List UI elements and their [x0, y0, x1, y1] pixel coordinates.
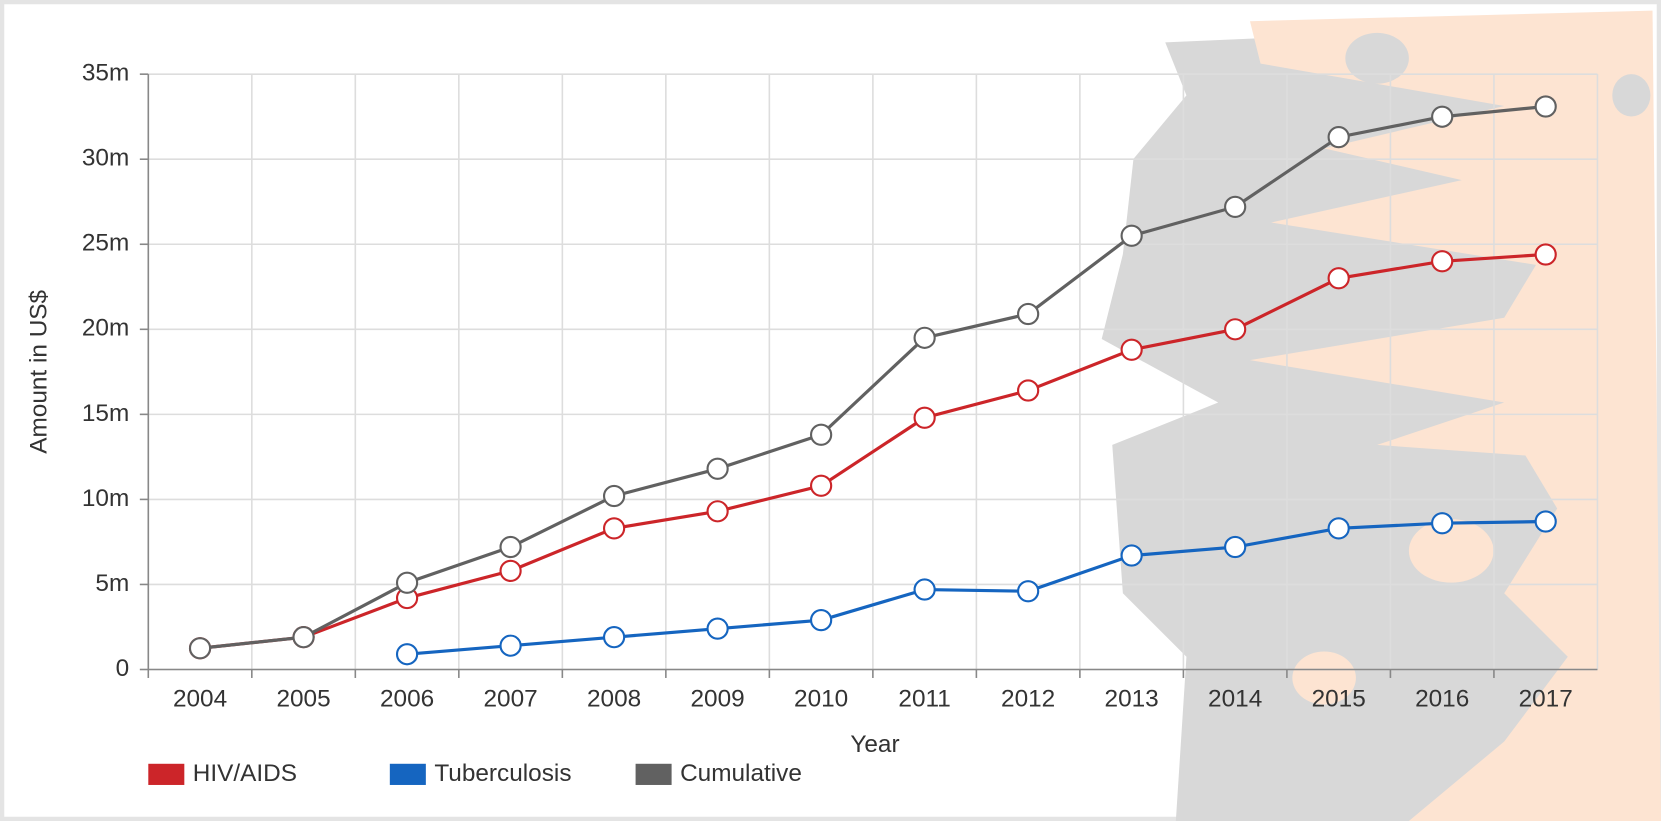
y-tick-label: 30m	[82, 145, 129, 172]
point	[1120, 544, 1143, 567]
point	[499, 535, 522, 559]
point	[1327, 517, 1350, 540]
point	[1327, 267, 1350, 290]
x-tick-label: 2017	[1519, 686, 1573, 713]
legend-label: Tuberculosis	[434, 760, 571, 787]
point	[809, 423, 833, 446]
y-tick-label: 35m	[82, 60, 129, 87]
point	[395, 643, 419, 666]
x-tick-label: 2015	[1312, 686, 1366, 713]
x-tick-label: 2009	[691, 686, 745, 713]
point	[499, 634, 522, 657]
legend-label: Cumulative	[680, 760, 802, 787]
y-tick-label: 5m	[95, 570, 129, 597]
point	[1534, 243, 1557, 266]
x-tick-label: 2005	[276, 686, 330, 713]
point	[1017, 379, 1040, 402]
point	[1534, 510, 1557, 533]
legend-swatch	[635, 763, 672, 785]
point	[1120, 224, 1143, 247]
x-tick-label: 2014	[1208, 686, 1262, 713]
point	[1327, 125, 1350, 149]
point	[1120, 338, 1143, 361]
point	[1224, 195, 1247, 218]
x-tick-label: 2016	[1415, 686, 1469, 713]
x-axis-label: Year	[850, 731, 899, 758]
x-tick-label: 2012	[1001, 686, 1055, 713]
x-tick-label: 2007	[483, 686, 537, 713]
point	[499, 559, 522, 582]
x-tick-label: 2011	[898, 686, 950, 713]
y-tick-label: 25m	[82, 230, 129, 257]
point	[809, 609, 833, 632]
y-tick-label: 20m	[82, 315, 129, 342]
point	[1534, 95, 1557, 118]
point	[913, 578, 936, 601]
series-line	[199, 252, 1546, 650]
legend-swatch	[148, 763, 185, 785]
point	[1224, 318, 1247, 341]
y-tick-label: 15m	[82, 400, 129, 427]
x-tick-label: 2006	[380, 686, 434, 713]
x-tick-label: 2013	[1105, 686, 1159, 713]
point	[602, 517, 626, 540]
series-line	[199, 104, 1546, 650]
point	[602, 484, 626, 508]
point	[1224, 535, 1247, 559]
legend-label: HIV/AIDS	[193, 760, 297, 787]
legend-swatch	[389, 763, 426, 785]
x-tick-label: 2010	[794, 686, 848, 713]
point	[706, 457, 729, 480]
point	[1017, 580, 1040, 603]
point	[913, 326, 936, 349]
point	[602, 626, 626, 649]
point	[706, 500, 729, 523]
y-tick-label: 0	[116, 655, 130, 682]
point	[188, 637, 212, 660]
point	[1017, 302, 1040, 326]
x-tick-label: 2008	[587, 686, 641, 713]
point	[1431, 105, 1454, 128]
series-line	[406, 519, 1546, 656]
point	[1431, 250, 1454, 273]
point	[292, 626, 315, 649]
y-axis-label: Amount in US$	[26, 289, 53, 453]
point	[1431, 512, 1454, 535]
point	[395, 571, 419, 594]
point	[913, 406, 936, 429]
point	[809, 474, 833, 497]
y-tick-label: 10m	[82, 485, 129, 512]
point	[706, 617, 729, 640]
x-tick-label: 2004	[173, 686, 227, 713]
